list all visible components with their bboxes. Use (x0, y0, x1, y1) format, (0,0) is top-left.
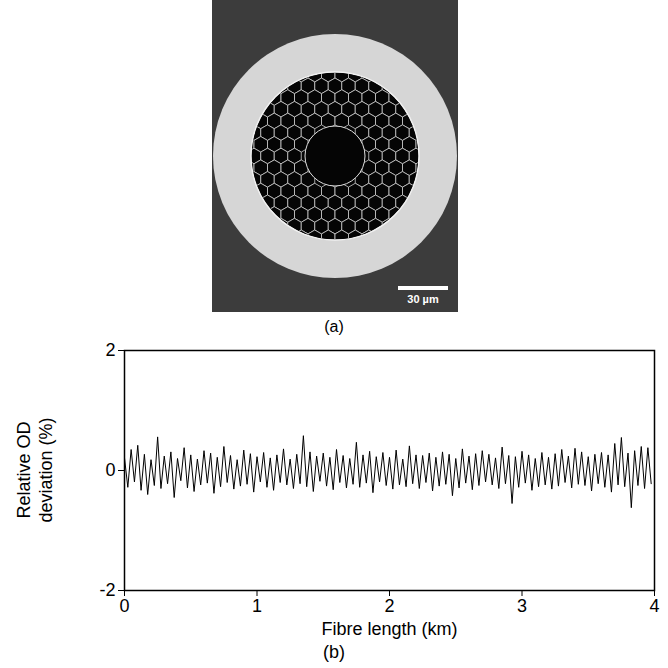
svg-text:0: 0 (105, 460, 115, 480)
svg-text:(a): (a) (324, 318, 344, 335)
svg-text:3: 3 (517, 596, 527, 616)
svg-text:0: 0 (119, 596, 129, 616)
svg-text:deviation (%): deviation (%) (36, 417, 56, 522)
html-text:(b): (b) (323, 642, 345, 662)
svg-text:Relative OD: Relative OD (14, 421, 34, 518)
svg-text:-2: -2 (99, 580, 115, 600)
svg-text:2: 2 (105, 340, 115, 360)
svg-text:1: 1 (252, 596, 262, 616)
svg-text:30 µm: 30 µm (407, 293, 439, 305)
svg-text:Fibre length (km): Fibre length (km) (321, 619, 457, 639)
svg-text:2: 2 (384, 596, 394, 616)
svg-text:4: 4 (649, 596, 659, 616)
